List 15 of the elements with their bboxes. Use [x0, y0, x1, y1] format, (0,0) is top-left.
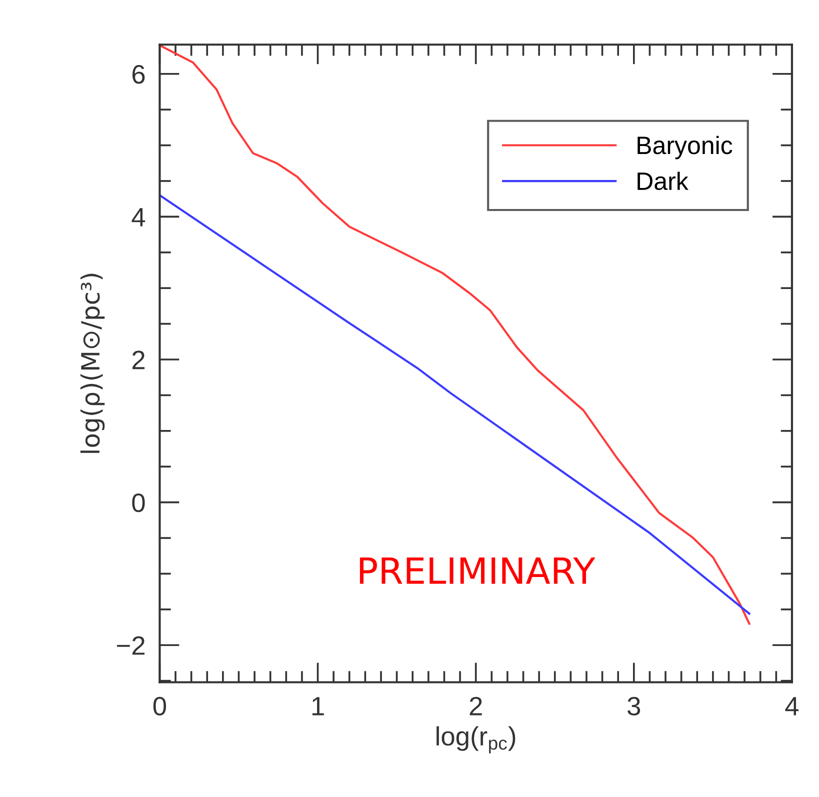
legend-label: Dark	[638, 172, 688, 190]
y-tick-label: 6	[132, 65, 145, 84]
x-tick-label: 3	[628, 696, 640, 716]
x-tick-label: 0	[153, 696, 166, 716]
x-tick-label: 4	[785, 697, 799, 716]
y-tick-label: 2	[132, 350, 144, 370]
y-tick-label: 0	[132, 493, 145, 512]
x-axis-title: log(r$_{pc}$)	[436, 726, 516, 754]
annotation: PRELIMINARY	[360, 557, 596, 584]
x-tick-label: 2	[470, 696, 482, 716]
legend-label: Baryonic	[638, 136, 732, 160]
y-tick-label: −2	[117, 636, 144, 655]
x-tick-label: 1	[312, 697, 324, 716]
y-tick-label: 4	[132, 208, 146, 226]
y-axis-title: log(ρ)(M⊙/pc³)	[80, 274, 105, 453]
